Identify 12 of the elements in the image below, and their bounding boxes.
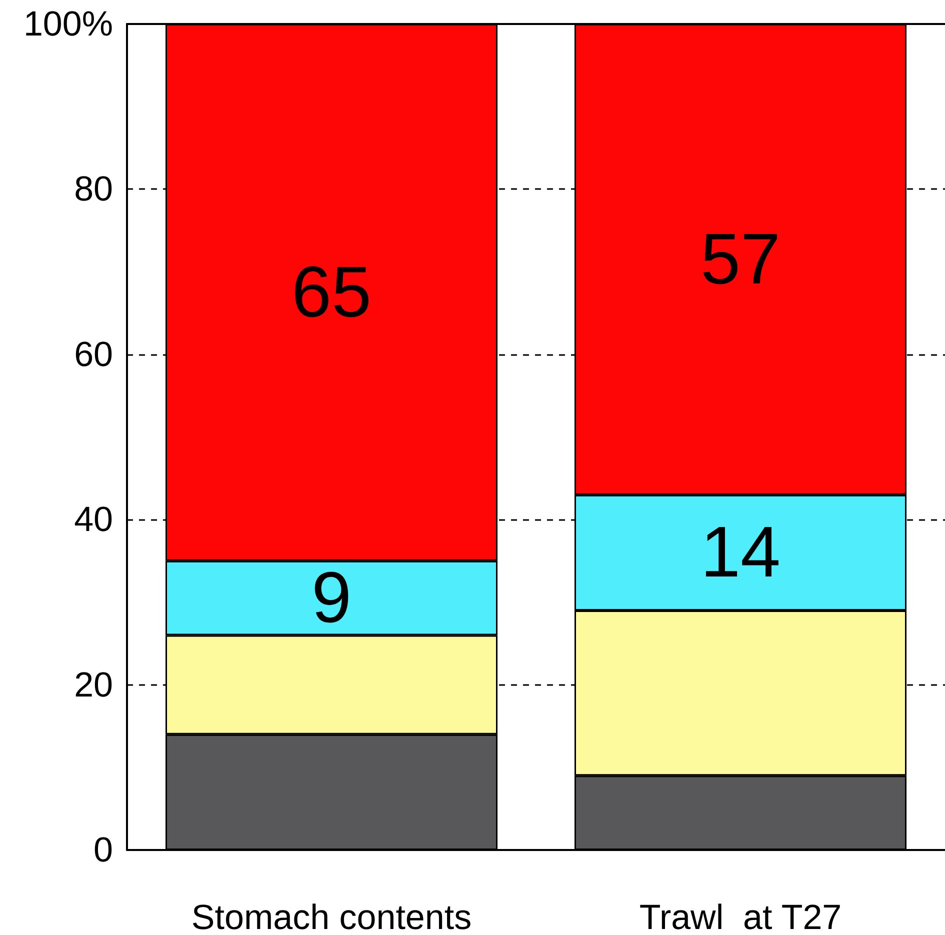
y-tick-label: 60 bbox=[74, 334, 113, 374]
data-label: 9 bbox=[311, 558, 352, 638]
y-tick-label: 20 bbox=[74, 665, 113, 704]
y-tick-label: 80 bbox=[74, 170, 113, 209]
data-label: 65 bbox=[291, 252, 372, 332]
x-tick-label: Stomach contents bbox=[191, 898, 472, 935]
data-label: 57 bbox=[700, 219, 781, 300]
x-tick-label: Trawl at T27 bbox=[639, 898, 842, 935]
y-tick-label: 40 bbox=[74, 500, 113, 540]
data-label: 14 bbox=[700, 512, 781, 593]
y-tick-label: 100% bbox=[23, 4, 113, 44]
y-tick-label: 0 bbox=[94, 830, 113, 870]
